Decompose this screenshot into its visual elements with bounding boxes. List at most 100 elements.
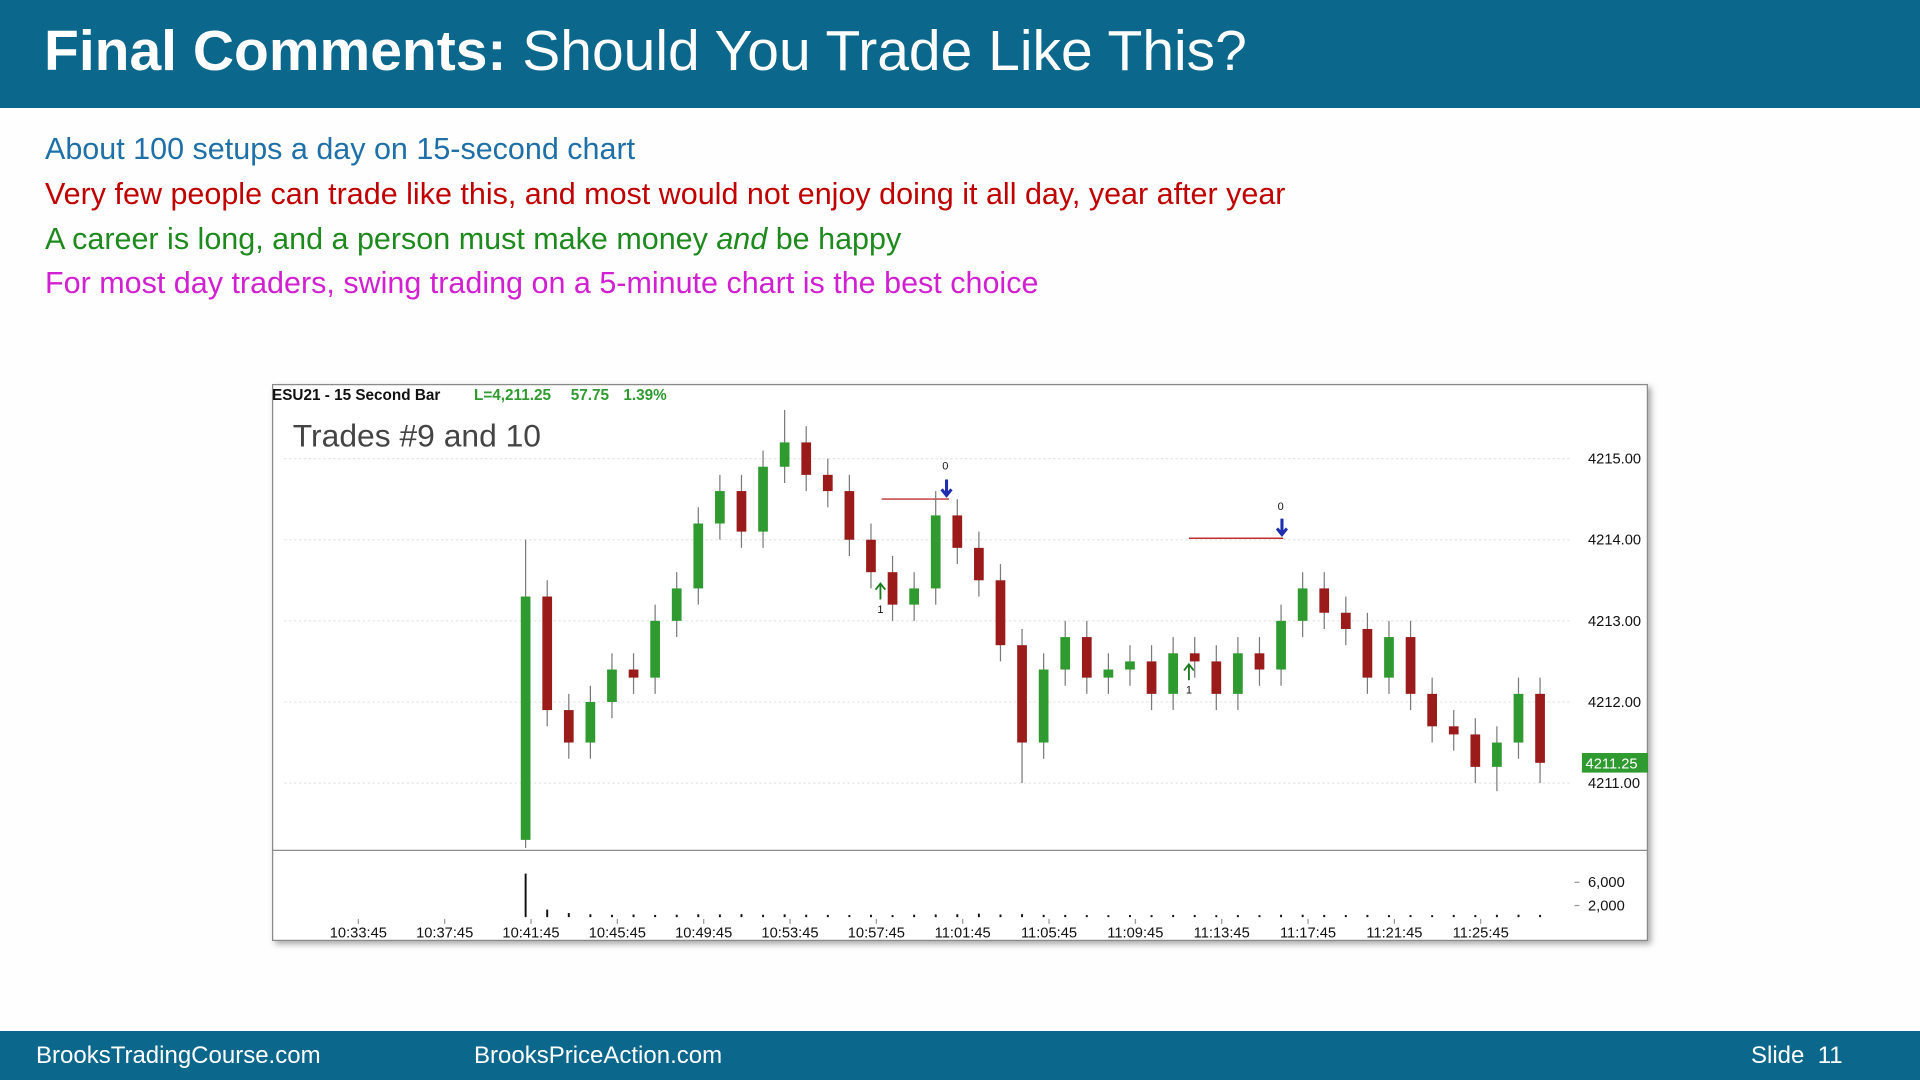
candle-body: [844, 491, 855, 540]
bullet-part: A career is long, and a person must make…: [45, 222, 717, 256]
bullet: Very few people can trade like this, and…: [45, 177, 1286, 211]
trade-annotation: 1: [877, 604, 883, 616]
candle-body: [866, 539, 876, 573]
candle-body: [1340, 612, 1351, 629]
info: 1.39%: [623, 387, 667, 404]
candle-body: [779, 442, 790, 467]
candle-body: [1233, 653, 1243, 694]
footer: BrooksTradingCourse.com BrooksPriceActio…: [0, 1031, 1920, 1080]
x-tick-label: 10:45:45: [589, 925, 646, 941]
slide-number: Slide 11: [1751, 1042, 1843, 1069]
y-tick-label: 4215.00: [1588, 452, 1641, 468]
candle-body: [736, 491, 747, 532]
x-tick-label: 11:25:45: [1453, 925, 1509, 941]
candle-body: [628, 669, 639, 678]
y-tick-label: 4213.00: [1588, 614, 1641, 630]
candle-body: [715, 491, 725, 524]
trade-annotation: 1: [1186, 685, 1192, 697]
x-tick-label: 10:53:45: [761, 925, 818, 941]
y2-tick-label: 2,000: [1588, 898, 1625, 914]
candle-body: [650, 620, 660, 678]
bullet-part: be happy: [767, 222, 902, 256]
x-tick-label: 11:05:45: [1021, 925, 1077, 941]
footer-link[interactable]: BrooksTradingCourse.com: [36, 1042, 321, 1069]
x-tick-label: 10:49:45: [675, 925, 732, 941]
header: Final Comments: Should You Trade Like Th…: [0, 0, 1920, 108]
symbol: ESU21 - 15 Second Bar: [272, 387, 440, 404]
candle-body: [1146, 661, 1157, 694]
x-tick-label: 10:41:45: [502, 925, 559, 941]
last-price-tag: [1581, 753, 1648, 773]
x-tick-label: 10:57:45: [848, 925, 905, 941]
chart-title: Trades #9 and 10: [293, 417, 541, 453]
title: Final Comments: Should You Trade Like Th…: [44, 18, 1247, 84]
y-tick-label: 4212.00: [1588, 695, 1641, 711]
x-tick-label: 11:13:45: [1194, 925, 1250, 941]
candle-body: [801, 442, 812, 475]
x-tick-label: 10:37:45: [416, 925, 473, 941]
price-chart: ESU21 - 15 Second Bar L=4,211.25 57.75 1…: [272, 384, 1648, 941]
x-tick-label: 11:17:45: [1280, 925, 1336, 941]
exit-marker: [874, 582, 887, 600]
candle-body: [520, 596, 531, 840]
candle-body: [563, 710, 574, 743]
candle-body: [952, 515, 963, 548]
candle-body: [887, 572, 898, 605]
bullet: For most day traders, swing trading on a…: [45, 266, 1039, 300]
x-tick-label: 11:21:45: [1366, 925, 1422, 941]
candle-body: [1297, 588, 1308, 621]
y-tick-label: 4214.00: [1588, 533, 1641, 549]
candle-body: [1492, 742, 1502, 767]
candle-body: [1168, 653, 1178, 694]
x-tick-label: 10:33:45: [330, 925, 387, 941]
entry-marker: [1275, 518, 1289, 538]
info: L=4,211.25: [474, 387, 551, 404]
exit-marker: [1183, 662, 1195, 681]
y-tick-label: 4211.00: [1588, 776, 1640, 792]
candle-body: [1254, 653, 1265, 670]
candle-body: [585, 701, 596, 743]
x-tick-label: 11:01:45: [935, 925, 991, 941]
candle-body: [1017, 645, 1027, 743]
candle-body: [1038, 669, 1049, 743]
candle-body: [1513, 693, 1524, 743]
footer-link[interactable]: BrooksPriceAction.com: [474, 1042, 723, 1069]
candle-body: [1103, 669, 1114, 678]
y2-tick-label: 6,000: [1588, 875, 1625, 891]
bullet-emphasis: and: [716, 222, 768, 256]
candle-body: [909, 588, 919, 605]
candle-body: [1448, 726, 1459, 735]
bullet: A career is long, and a person must make…: [45, 222, 901, 257]
candle-body: [1125, 661, 1135, 670]
candle-body: [671, 588, 682, 621]
trade-annotation: 0: [942, 461, 948, 473]
candle-body: [1362, 628, 1373, 678]
candle-body: [1081, 637, 1092, 678]
candle-body: [758, 466, 768, 532]
title-rest: Should You Trade Like This?: [522, 19, 1247, 83]
info: 57.75: [571, 387, 610, 404]
candle-body: [1535, 693, 1545, 763]
candle-body: [1470, 734, 1481, 767]
candle-body: [1211, 661, 1222, 694]
candle-body: [1384, 637, 1394, 678]
bullet: About 100 setups a day on 15-second char…: [45, 132, 636, 166]
entry-marker: [940, 479, 953, 498]
candle-body: [1189, 653, 1200, 662]
candle-body: [1427, 693, 1438, 727]
candle-body: [1276, 620, 1286, 670]
last-price-label: 4211.25: [1586, 756, 1638, 772]
candle-body: [974, 547, 984, 581]
candle-body: [542, 596, 553, 711]
candle-body: [995, 580, 1006, 646]
chart-frame: [272, 384, 1648, 941]
trade-annotation: 0: [1278, 501, 1284, 513]
candle-body: [930, 515, 941, 589]
candle-body: [1319, 588, 1330, 613]
x-tick-label: 11:09:45: [1107, 925, 1163, 941]
candle-body: [1405, 637, 1416, 694]
candle-body: [1060, 637, 1071, 670]
candle-body: [822, 474, 833, 492]
title-bold: Final Comments:: [44, 19, 507, 83]
